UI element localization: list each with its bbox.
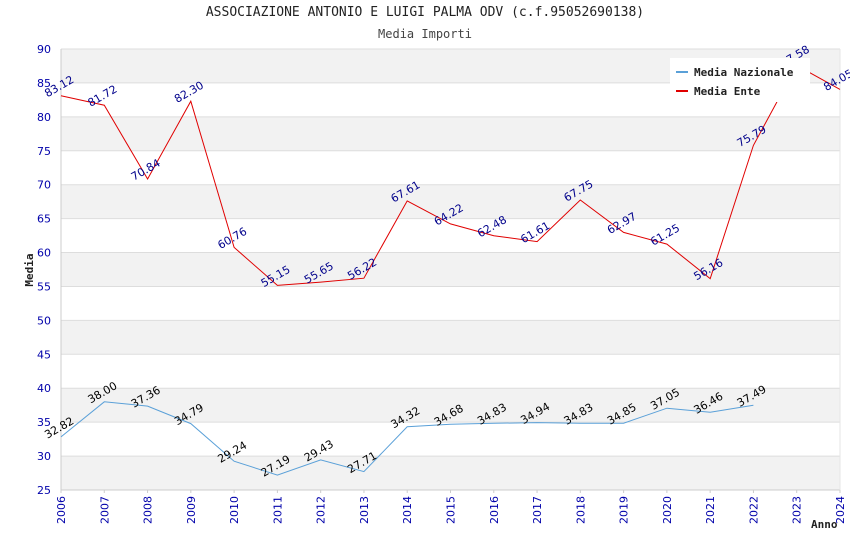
y-tick-label: 75 [37,145,51,158]
x-tick-label: 2012 [315,496,328,524]
x-tick-label: 2017 [531,496,544,524]
x-axis-ticks: 2006 2007 2008 2009 2010 2011 2012 2013 2014 2015… [55,490,847,524]
data-label: 61.61 [518,219,552,246]
x-tick-label: 2018 [574,496,587,524]
data-label: 70.84 [129,156,163,183]
grid-bands [61,49,840,490]
series-lines [60,64,841,476]
x-tick-label: 2010 [228,496,241,524]
x-tick-label: 2013 [358,496,371,524]
grid-band [61,388,840,423]
grid-band [61,116,840,151]
x-tick-label: 2019 [618,496,631,524]
y-tick-label: 30 [37,450,51,463]
x-tick-label: 2015 [445,496,458,524]
y-tick-label: 80 [37,111,51,124]
x-tick-label: 2009 [185,496,198,524]
y-axis-label: Media [23,253,36,286]
grid-band [61,320,840,355]
x-tick-label: 2020 [661,496,674,524]
data-label: 81.72 [86,83,120,110]
y-tick-label: 85 [37,77,51,90]
grid-band [61,456,840,490]
x-axis-label: Anno [811,518,838,531]
x-tick-label: 2014 [401,496,414,524]
y-tick-label: 65 [37,213,51,226]
data-label: 60.76 [215,225,249,252]
legend: Media Nazionale Media Ente [670,58,810,102]
legend-entry-media-ente: Media Ente [694,85,761,98]
x-tick-label: 2022 [747,496,760,524]
x-tick-label: 2021 [704,496,717,524]
x-tick-label: 2011 [271,496,284,524]
x-tick-label: 2023 [791,496,804,524]
y-tick-label: 25 [37,484,51,497]
chart-title: ASSOCIAZIONE ANTONIO E LUIGI PALMA ODV (… [205,5,645,20]
series-line-media-nazionale [60,401,754,476]
x-tick-label: 2006 [55,496,68,524]
x-tick-label: 2024 [834,496,847,524]
y-tick-label: 45 [37,348,51,361]
y-tick-label: 90 [37,43,51,56]
y-tick-label: 40 [37,382,51,395]
y-tick-label: 70 [37,179,51,192]
y-tick-label: 35 [37,416,51,429]
x-tick-label: 2007 [98,496,111,524]
legend-entry-media-nazionale: Media Nazionale [694,66,794,79]
legend-background [670,58,810,102]
chart-subtitle: Media Importi [378,27,472,41]
y-tick-label: 50 [37,314,51,327]
data-label: 61.25 [648,222,682,249]
series-line-media-ente [60,64,841,286]
x-tick-label: 2008 [142,496,155,524]
grid-band [61,184,840,219]
y-axis-ticks: 25 30 35 40 45 50 55 60 65 70 75 80 85 90 [37,43,51,497]
y-tick-label: 55 [37,280,51,293]
y-tick-label: 60 [37,247,51,260]
x-tick-label: 2016 [488,496,501,524]
grid-band [61,252,840,287]
